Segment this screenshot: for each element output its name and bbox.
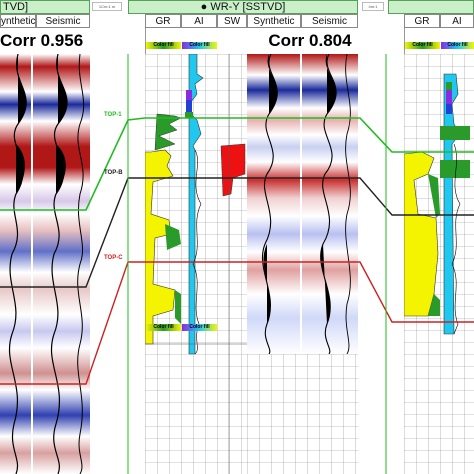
right-track-gr-title: GR <box>404 14 440 28</box>
middle-ai-colorfill-header: Color fill <box>182 42 217 49</box>
ai-purple-fill <box>186 90 192 100</box>
middle-ai-colorfill-footer: Color fill <box>182 324 217 331</box>
middle-panel: ● WR-Y [SSTVD] GR AI SW Synthetic Seismi… <box>128 0 358 474</box>
middle-track-sw-title: SW <box>217 14 247 28</box>
middle-lower-grid <box>247 354 358 474</box>
right-ai-green-band-2 <box>440 160 470 178</box>
middle-track-synthetic-title: Synthetic <box>247 14 301 28</box>
right-ai-purple-fill <box>446 90 452 104</box>
middle-depth-column <box>128 14 146 474</box>
ai-blue-fill <box>186 100 192 112</box>
ai-green-fill <box>185 112 193 118</box>
right-depth-column <box>388 14 405 474</box>
right-gr-colorfill-header: Color fill <box>405 42 440 49</box>
right-panel-header <box>388 0 474 14</box>
right-gap-scale-label: 4m:1 <box>362 2 384 11</box>
left-gap-scale-label: 1Cm:1 m <box>92 2 122 11</box>
middle-panel-header: ● WR-Y [SSTVD] <box>128 0 358 14</box>
right-ai-colorfill-header: Color fill <box>441 42 474 49</box>
middle-track-seismic-title: Seismic <box>301 14 358 28</box>
right-ai-green-band <box>440 126 470 140</box>
top-c-label: TOP-C <box>104 255 123 261</box>
middle-panel-header-text: WR-Y [SSTVD] <box>210 1 286 13</box>
top-1-label: TOP-1 <box>104 112 122 118</box>
left-panel-header: TVD] <box>0 0 90 14</box>
middle-corr-label: Corr 0.804 <box>262 30 358 52</box>
gr-shale-fill-3 <box>175 290 181 324</box>
right-panel: GR AI Color fill Color fill <box>388 0 474 474</box>
left-seismic-display <box>0 54 90 474</box>
left-track-synthetic-title: ynthetic <box>0 14 36 28</box>
left-track-seismic-title: Seismic <box>36 14 90 28</box>
left-panel: TVD] ynthetic Seismic Corr 0.956 <box>0 0 90 474</box>
right-track-ai-title: AI <box>440 14 474 28</box>
middle-gr-colorfill-header: Color fill <box>146 42 181 49</box>
middle-track-gr-title: GR <box>145 14 181 28</box>
right-ai-blue-fill <box>446 104 452 114</box>
left-corr-label: Corr 0.956 <box>0 30 90 52</box>
right-log-tracks <box>404 54 474 474</box>
right-ai-green-fill <box>446 82 452 90</box>
well-marker-icon: ● <box>200 1 211 13</box>
middle-log-tracks <box>145 54 247 474</box>
middle-gr-colorfill-footer: Color fill <box>146 324 181 331</box>
top-b-label: TOP-B <box>104 170 123 176</box>
middle-seismic-display <box>247 54 358 354</box>
middle-track-ai-title: AI <box>181 14 217 28</box>
left-panel-header-text: TVD] <box>3 1 29 13</box>
